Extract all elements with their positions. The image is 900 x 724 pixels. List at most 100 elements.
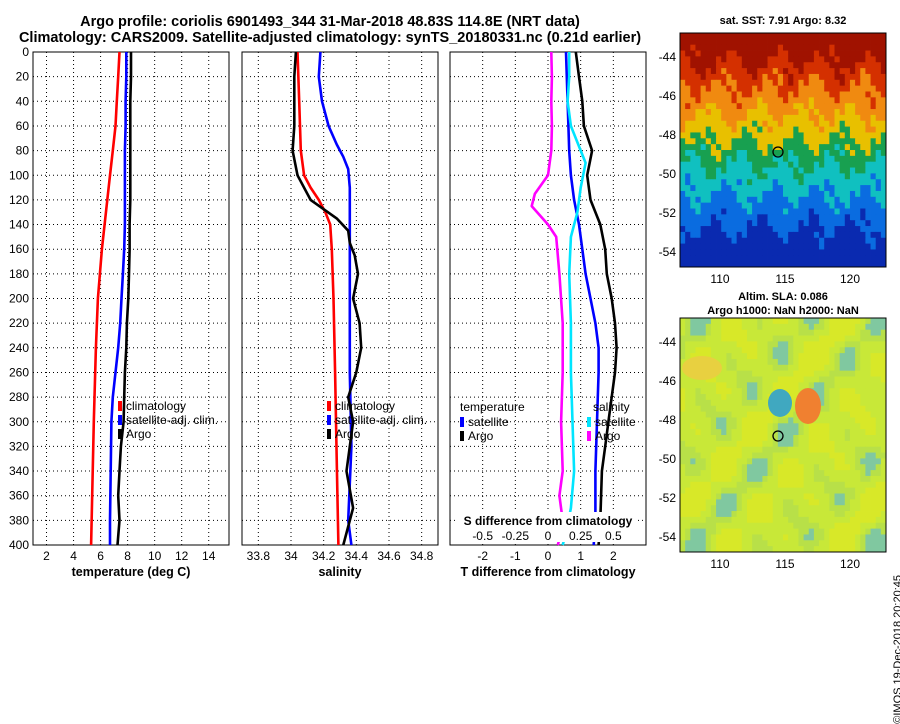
map-cell [865, 38, 871, 46]
map-cell [741, 38, 748, 46]
map-cell [680, 44, 686, 51]
map-cell [757, 440, 763, 448]
map-cell [860, 103, 866, 110]
map-cell [798, 458, 804, 465]
map-cell [746, 120, 753, 127]
map-cell [870, 114, 877, 122]
map-cell [793, 196, 799, 204]
map-cell [726, 446, 732, 453]
map-cell [746, 329, 753, 336]
y-tick-label: 160 [9, 242, 29, 256]
map-cell [710, 103, 717, 110]
map-cell [680, 114, 686, 122]
map-cell [762, 458, 768, 465]
map-cell [788, 470, 794, 477]
map-cell [700, 481, 707, 489]
map-cell [746, 341, 753, 348]
map-cell [705, 440, 712, 448]
map-cell [844, 405, 851, 412]
map-cell [865, 505, 871, 512]
map-cell [808, 323, 815, 331]
map-cell [767, 370, 774, 377]
map-cell [870, 150, 877, 157]
map-cell [839, 376, 846, 383]
map-cell [746, 382, 753, 389]
map-lon-tick: 115 [775, 557, 794, 571]
map-cell [839, 155, 846, 163]
map-cell [685, 126, 691, 133]
map-cell [731, 440, 738, 448]
map-cell [705, 214, 712, 221]
map-cell [860, 196, 866, 204]
map-cell [839, 68, 846, 75]
map-cell [813, 243, 820, 250]
map-cell [798, 341, 804, 348]
map-cell [762, 237, 768, 244]
map-cell [860, 347, 866, 354]
map-cell [757, 394, 763, 401]
map-cell [685, 179, 691, 186]
map-cell [777, 196, 784, 204]
map-cell [762, 341, 768, 348]
map-cell [813, 179, 820, 186]
map-cell [746, 528, 753, 535]
map-cell [690, 405, 696, 412]
map-cell [793, 452, 799, 459]
map-cell [710, 79, 717, 87]
map-cell [844, 487, 851, 494]
map-cell [721, 138, 727, 145]
map-cell [860, 540, 866, 547]
map-cell [741, 411, 748, 418]
map-cell [803, 429, 810, 436]
map-cell [705, 85, 712, 92]
map-cell [705, 255, 712, 262]
map-cell [700, 173, 707, 180]
map-cell [726, 237, 732, 244]
map-cell [700, 341, 707, 348]
map-cell [849, 73, 856, 81]
map-cell [705, 62, 712, 69]
map-cell [685, 196, 691, 204]
map-cell [680, 493, 686, 500]
map-cell [839, 255, 846, 262]
map-cell [700, 150, 707, 157]
map-cell [798, 33, 804, 40]
map-cell [772, 190, 779, 198]
map-cell [798, 126, 804, 133]
map-cell [855, 56, 861, 63]
map-cell [762, 382, 768, 389]
map-cell [839, 358, 846, 366]
map-cell [829, 255, 835, 262]
map-cell [793, 120, 799, 127]
map-cell [757, 382, 763, 389]
map-cell [865, 220, 871, 227]
map-cell [865, 243, 871, 250]
map-cell [716, 132, 722, 139]
map-cell [690, 220, 696, 227]
map-cell [824, 499, 830, 506]
map-cell [824, 50, 830, 57]
map-cell [762, 85, 768, 92]
map-cell [839, 440, 846, 448]
map-cell [716, 120, 722, 127]
map-cell [808, 214, 815, 221]
map-cell [757, 329, 763, 336]
map-cell [716, 464, 722, 471]
map-cell [813, 56, 820, 63]
map-cell [721, 62, 727, 69]
map-cell [798, 382, 804, 389]
map-cell [870, 353, 877, 360]
map-cell [783, 435, 789, 442]
map-cell [680, 376, 686, 383]
map-cell [865, 341, 871, 348]
map-cell [685, 405, 691, 412]
map-cell [819, 150, 825, 157]
legend-label: satellite-adj. clim. [335, 413, 427, 427]
map-cell [716, 475, 722, 483]
map-cell [865, 68, 871, 75]
map-cell [741, 196, 748, 204]
map-cell [710, 208, 717, 215]
map-cell [710, 237, 717, 244]
map-cell [829, 173, 835, 180]
map-cell [757, 522, 763, 529]
